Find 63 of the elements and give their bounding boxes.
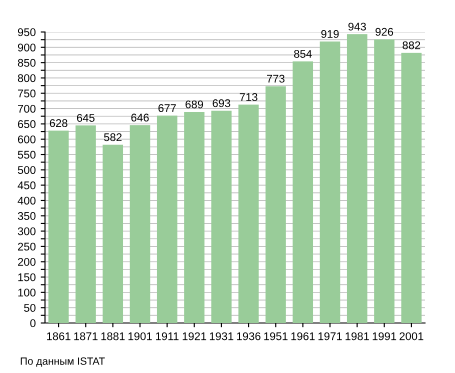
y-tick-label: 600: [18, 135, 36, 144]
data-label: 882: [402, 41, 420, 50]
bar: [238, 104, 259, 323]
y-tick-label: 150: [18, 273, 36, 282]
x-tick-label: 1911: [156, 332, 179, 340]
y-tick-label: 200: [18, 258, 36, 266]
bar: [266, 86, 286, 323]
x-tick-label: 1931: [210, 332, 234, 340]
bar: [156, 116, 178, 323]
bar: [374, 39, 394, 323]
data-label: 713: [240, 93, 258, 102]
text: По данным ISTAT: [20, 357, 105, 367]
bar: [48, 130, 69, 323]
data-label: 943: [348, 22, 366, 31]
y-tick-label: 0: [30, 319, 36, 328]
bar: [211, 110, 232, 323]
x-tick-label: 1861: [47, 332, 70, 340]
data-label: 693: [212, 99, 230, 108]
x-tick-label: 1921: [182, 332, 206, 340]
data-label: 628: [50, 119, 68, 128]
x-tick-label: 1981: [346, 332, 369, 340]
x-tick-label: 1871: [74, 332, 98, 340]
bar: [292, 61, 314, 323]
data-label: 646: [131, 114, 149, 122]
y-tick-label: 100: [18, 288, 36, 297]
y-tick-label: 400: [18, 196, 36, 205]
data-label: 926: [376, 28, 394, 36]
bar: [320, 41, 340, 323]
bar: [130, 125, 150, 323]
y-tick-label: 250: [18, 242, 36, 251]
y-tick-label: 700: [18, 104, 36, 113]
y-tick-label: 50: [24, 304, 36, 312]
y-tick-label: 350: [18, 212, 36, 220]
bar: [184, 112, 204, 323]
x-tick-label: 2001: [400, 332, 424, 340]
data-label: 645: [77, 114, 95, 122]
bar: [401, 52, 422, 323]
x-tick-label: 1901: [128, 332, 152, 340]
bar: [102, 144, 124, 323]
x-tick-label: 1951: [264, 332, 288, 340]
x-tick-label: 1991: [372, 332, 396, 340]
y-tick-label: 750: [18, 90, 36, 98]
data-label: 677: [158, 104, 176, 112]
y-tick-label: 650: [18, 120, 36, 128]
x-tick-label: 1971: [318, 332, 342, 340]
y-tick-label: 500: [18, 166, 36, 174]
data-label: 919: [321, 30, 339, 38]
bar: [76, 125, 96, 323]
y-tick-label: 950: [18, 28, 36, 36]
data-label: 773: [267, 74, 284, 83]
data-label: 854: [294, 50, 312, 58]
y-tick-label: 450: [18, 181, 36, 190]
y-tick-label: 900: [18, 44, 36, 52]
data-label: 689: [186, 100, 204, 108]
x-tick-label: 1881: [101, 332, 125, 340]
y-tick-label: 850: [18, 58, 36, 67]
bar: [346, 34, 368, 323]
x-tick-label: 1936: [237, 332, 260, 340]
y-tick-label: 300: [18, 227, 36, 236]
y-tick-label: 800: [18, 74, 36, 82]
y-tick-label: 550: [18, 150, 36, 159]
x-tick-label: 1961: [291, 332, 315, 340]
data-label: 582: [104, 133, 122, 142]
